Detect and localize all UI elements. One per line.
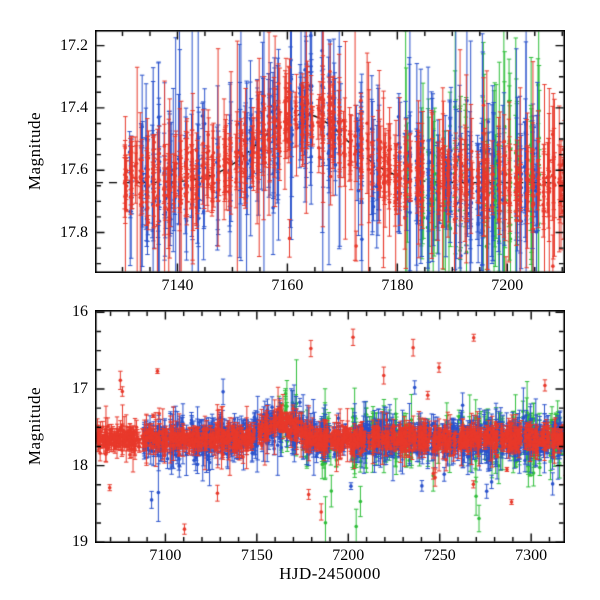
- top-panel-x-tick-label: 7140: [161, 277, 194, 294]
- top-panel-y-tick-label: 17.2: [60, 36, 88, 54]
- bottom-y-axis-label: Magnitude: [25, 386, 44, 466]
- bottom-panel-x-tick-label: 7100: [149, 547, 182, 564]
- top-panel-x-tick-label: 7200: [491, 277, 524, 294]
- bottom-panel-x-tick-label: 7300: [515, 547, 548, 564]
- bottom-panel-plot: [95, 310, 565, 543]
- top-y-axis-label: Magnitude: [25, 111, 44, 191]
- top-panel-y-tick-label: 17.4: [60, 98, 88, 116]
- bottom-panel-x-tick-label: 7200: [332, 547, 365, 564]
- bottom-panel-y-tick-label: 18: [72, 456, 88, 474]
- top-panel-y-tick-label: 17.6: [60, 161, 88, 179]
- bottom-panel-x-tick-label: 7250: [423, 547, 456, 564]
- bottom-panel-y-tick-label: 16: [72, 303, 88, 321]
- top-panel-x-tick-label: 7180: [381, 277, 414, 294]
- x-axis-label: HJD-2450000: [279, 564, 381, 583]
- top-panel-plot: [95, 30, 565, 273]
- bottom-panel-x-tick-label: 7150: [240, 547, 273, 564]
- top-panel-x-tick-label: 7160: [271, 277, 304, 294]
- bottom-panel-y-tick-label: 19: [72, 533, 88, 551]
- top-panel-y-tick-label: 17.8: [60, 223, 88, 241]
- bottom-panel-y-tick-label: 17: [72, 379, 88, 397]
